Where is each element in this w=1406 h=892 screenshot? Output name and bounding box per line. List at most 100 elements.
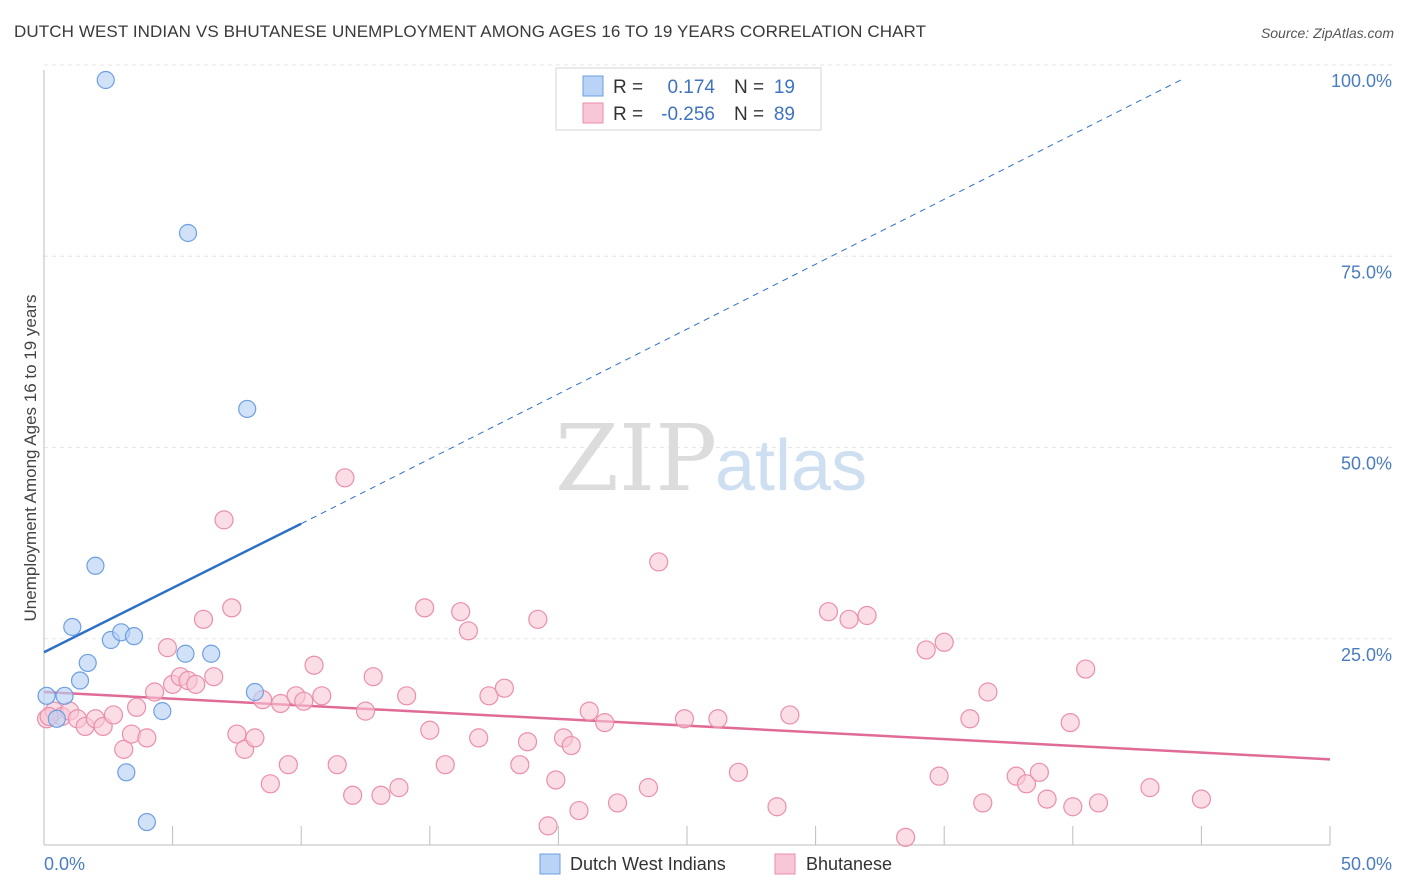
x-tick-label-min: 0.0%	[44, 854, 85, 874]
bhutanese-point	[415, 598, 435, 618]
bhutanese-point	[294, 691, 314, 711]
legend-r-label-1: R =	[613, 77, 643, 98]
bhutanese-point	[144, 682, 165, 702]
watermark-atlas: atlas	[715, 426, 867, 506]
bhutanese-point	[1037, 789, 1057, 809]
y-tick-label-100: 100.0%	[1331, 71, 1392, 91]
bhutanese-point	[579, 701, 599, 721]
bhutanese-point	[312, 686, 332, 706]
dutch-west-indian-point	[70, 671, 90, 690]
bhutanese-point	[397, 686, 417, 706]
dutch-west-indian-point	[202, 644, 221, 663]
bhutanese-point	[517, 732, 538, 752]
x-ticks	[172, 826, 1331, 845]
series-swatch-dutch	[539, 853, 561, 875]
bhutanese-point	[595, 712, 615, 733]
y-axis-label: Unemployment Among Ages 16 to 19 years	[21, 295, 40, 622]
bhutanese-point	[538, 816, 558, 836]
bhutanese-point	[728, 762, 749, 782]
dutch-west-indian-point	[117, 763, 136, 782]
bhutanese-point	[510, 755, 530, 775]
bhutanese-point	[371, 785, 391, 805]
bhutanese-point	[389, 778, 409, 798]
dutch-west-indian-point	[78, 653, 97, 673]
series-swatch-bhutanese	[774, 853, 796, 875]
gridlines	[44, 64, 1392, 640]
bhutanese-point	[260, 774, 280, 794]
watermark-zip: ZIP	[555, 405, 717, 512]
bhutanese-point	[271, 693, 291, 714]
bhutanese-point	[916, 640, 936, 660]
series-label-dutch: Dutch West Indians	[570, 854, 726, 874]
dutch-west-indian-point	[86, 556, 105, 575]
series-label-bhutanese: Bhutanese	[806, 854, 892, 874]
source-credit: Source: ZipAtlas.com	[1260, 25, 1394, 41]
bhutanese-point	[469, 728, 489, 748]
bhutanese-point	[546, 770, 566, 790]
bhutanese-point	[245, 728, 265, 748]
bhutanese-point	[222, 598, 242, 618]
bhutanese-point	[363, 667, 383, 687]
dutch-west-indian-point	[176, 644, 195, 663]
dutch-west-indian-trend-line	[43, 522, 302, 654]
bhutanese-point	[227, 724, 247, 744]
correlation-legend: R = 0.174 N = 19 R = -0.256 N = 89	[555, 67, 822, 131]
legend-r-value-2: -0.256	[661, 104, 715, 125]
bhutanese-point	[137, 728, 157, 748]
bhutanese-point	[528, 609, 548, 629]
dutch-west-indian-point	[96, 70, 115, 90]
bhutanese-point	[327, 755, 347, 775]
bhutanese-point	[934, 632, 954, 652]
bhutanese-point	[1191, 789, 1212, 809]
dutch-west-indian-point	[137, 812, 156, 832]
y-tick-label-75: 75.0%	[1341, 262, 1392, 282]
bhutanese-point	[278, 755, 298, 775]
dutch-west-indian-points	[37, 70, 265, 832]
bhutanese-point	[126, 697, 147, 717]
bhutanese-point	[649, 552, 669, 572]
bhutanese-point	[355, 701, 376, 721]
y-tick-label-25: 25.0%	[1341, 645, 1392, 665]
bhutanese-point	[186, 674, 206, 694]
bhutanese-point	[1029, 762, 1049, 782]
bhutanese-point	[214, 510, 234, 530]
dutch-west-indian-point	[245, 682, 265, 702]
dutch-west-indian-point	[63, 617, 82, 637]
bhutanese-point	[193, 609, 214, 629]
bhutanese-point	[420, 720, 440, 740]
dutch-west-indian-point	[153, 702, 172, 721]
bhutanese-point	[1060, 712, 1080, 733]
legend-n-value-1: 19	[774, 77, 795, 98]
bhutanese-point	[1076, 659, 1096, 679]
bhutanese-point	[638, 778, 659, 798]
bhutanese-point	[973, 793, 993, 813]
series-legend: Dutch West Indians Bhutanese	[539, 853, 892, 875]
bhutanese-point	[157, 638, 178, 658]
legend-swatch-pink	[582, 102, 604, 124]
y-tick-labels: 25.0% 50.0% 75.0% 100.0%	[1331, 71, 1392, 665]
bhutanese-point	[1140, 778, 1160, 798]
bhutanese-point	[561, 735, 581, 756]
x-tick-label-max: 50.0%	[1341, 854, 1392, 874]
bhutanese-point	[204, 667, 224, 687]
bhutanese-point	[1088, 793, 1109, 813]
bhutanese-point	[451, 602, 471, 622]
legend-n-value-2: 89	[774, 104, 795, 125]
legend-n-label-2: N =	[734, 104, 764, 125]
bhutanese-point	[839, 609, 859, 629]
bhutanese-point	[304, 655, 324, 675]
bhutanese-point	[569, 800, 589, 821]
bhutanese-point	[674, 709, 695, 729]
dutch-west-indian-point	[178, 223, 198, 243]
bhutanese-point	[607, 793, 628, 813]
legend-n-label-1: N =	[734, 77, 764, 98]
y-tick-label-50: 50.0%	[1341, 454, 1392, 474]
bhutanese-point	[1063, 797, 1083, 817]
bhutanese-point	[818, 602, 839, 622]
bhutanese-point	[494, 678, 514, 698]
bhutanese-point	[479, 686, 499, 706]
chart-title: DUTCH WEST INDIAN VS BHUTANESE UNEMPLOYM…	[14, 22, 927, 41]
bhutanese-point	[896, 827, 916, 847]
bhutanese-point	[435, 755, 455, 775]
